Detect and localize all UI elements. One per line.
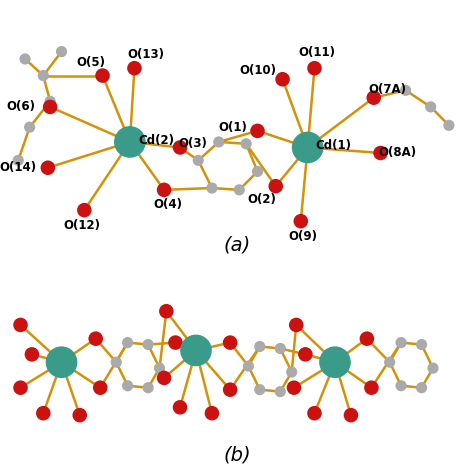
Point bbox=[288, 368, 295, 376]
Point bbox=[58, 48, 65, 55]
Text: O(5): O(5) bbox=[77, 56, 106, 69]
Point bbox=[304, 144, 311, 151]
Text: Cd(1): Cd(1) bbox=[316, 139, 352, 152]
Point bbox=[368, 384, 375, 392]
Point bbox=[445, 121, 453, 129]
Text: O(7A): O(7A) bbox=[368, 83, 406, 96]
Point bbox=[26, 123, 33, 131]
Point bbox=[17, 321, 24, 329]
Point bbox=[363, 335, 371, 342]
Point bbox=[194, 156, 202, 164]
Point bbox=[192, 346, 200, 354]
Point bbox=[276, 345, 284, 352]
Point bbox=[256, 343, 264, 350]
Point bbox=[46, 103, 54, 111]
Text: O(10): O(10) bbox=[239, 64, 276, 76]
Point bbox=[92, 335, 100, 342]
Point bbox=[370, 94, 377, 101]
Point bbox=[112, 358, 120, 366]
Text: (b): (b) bbox=[223, 446, 251, 465]
Point bbox=[276, 388, 284, 395]
Point bbox=[156, 365, 164, 372]
Text: O(8A): O(8A) bbox=[379, 146, 417, 159]
Point bbox=[39, 72, 47, 79]
Point bbox=[301, 351, 309, 358]
Point bbox=[427, 103, 435, 111]
Point bbox=[28, 351, 36, 358]
Text: O(2): O(2) bbox=[247, 192, 276, 206]
Point bbox=[46, 98, 54, 105]
Text: O(9): O(9) bbox=[289, 230, 318, 243]
Point bbox=[144, 384, 152, 392]
Point bbox=[402, 87, 410, 94]
Point bbox=[254, 168, 261, 175]
Point bbox=[242, 140, 250, 147]
Point bbox=[131, 64, 138, 72]
Point bbox=[272, 182, 280, 190]
Point bbox=[236, 186, 243, 194]
Point bbox=[17, 384, 24, 392]
Point bbox=[97, 384, 104, 392]
Point bbox=[39, 410, 47, 417]
Point bbox=[377, 149, 384, 157]
Point bbox=[208, 410, 216, 417]
Point bbox=[172, 339, 179, 346]
Point bbox=[418, 341, 425, 348]
Point bbox=[14, 156, 22, 164]
Point bbox=[254, 127, 261, 135]
Point bbox=[58, 358, 65, 366]
Text: Cd(2): Cd(2) bbox=[138, 134, 174, 146]
Text: O(4): O(4) bbox=[153, 198, 182, 211]
Point bbox=[81, 206, 88, 214]
Point bbox=[124, 339, 131, 346]
Point bbox=[227, 386, 234, 393]
Point bbox=[126, 138, 134, 146]
Point bbox=[347, 411, 355, 419]
Point bbox=[21, 55, 29, 63]
Point bbox=[397, 339, 405, 346]
Point bbox=[245, 362, 252, 370]
Text: O(12): O(12) bbox=[64, 219, 100, 232]
Point bbox=[160, 186, 168, 194]
Point bbox=[176, 144, 184, 151]
Point bbox=[397, 382, 405, 390]
Text: O(1): O(1) bbox=[218, 121, 247, 134]
Point bbox=[279, 75, 286, 83]
Text: O(3): O(3) bbox=[178, 137, 207, 150]
Point bbox=[144, 341, 152, 348]
Point bbox=[386, 358, 393, 366]
Point bbox=[76, 411, 83, 419]
Point bbox=[418, 384, 425, 392]
Text: O(11): O(11) bbox=[298, 46, 335, 59]
Point bbox=[99, 72, 106, 79]
Text: (a): (a) bbox=[223, 236, 251, 255]
Point bbox=[124, 382, 131, 390]
Point bbox=[160, 374, 168, 382]
Text: O(14): O(14) bbox=[0, 161, 37, 174]
Point bbox=[176, 403, 184, 411]
Point bbox=[297, 218, 305, 225]
Point bbox=[208, 184, 216, 192]
Text: O(6): O(6) bbox=[6, 100, 35, 113]
Point bbox=[227, 339, 234, 346]
Point bbox=[215, 138, 223, 146]
Text: O(13): O(13) bbox=[128, 48, 164, 61]
Point bbox=[163, 308, 170, 315]
Point bbox=[290, 384, 298, 392]
Point bbox=[44, 164, 52, 172]
Point bbox=[331, 358, 339, 366]
Point bbox=[429, 365, 437, 372]
Point bbox=[292, 321, 300, 329]
Point bbox=[310, 410, 318, 417]
Point bbox=[310, 64, 318, 72]
Point bbox=[256, 386, 264, 393]
